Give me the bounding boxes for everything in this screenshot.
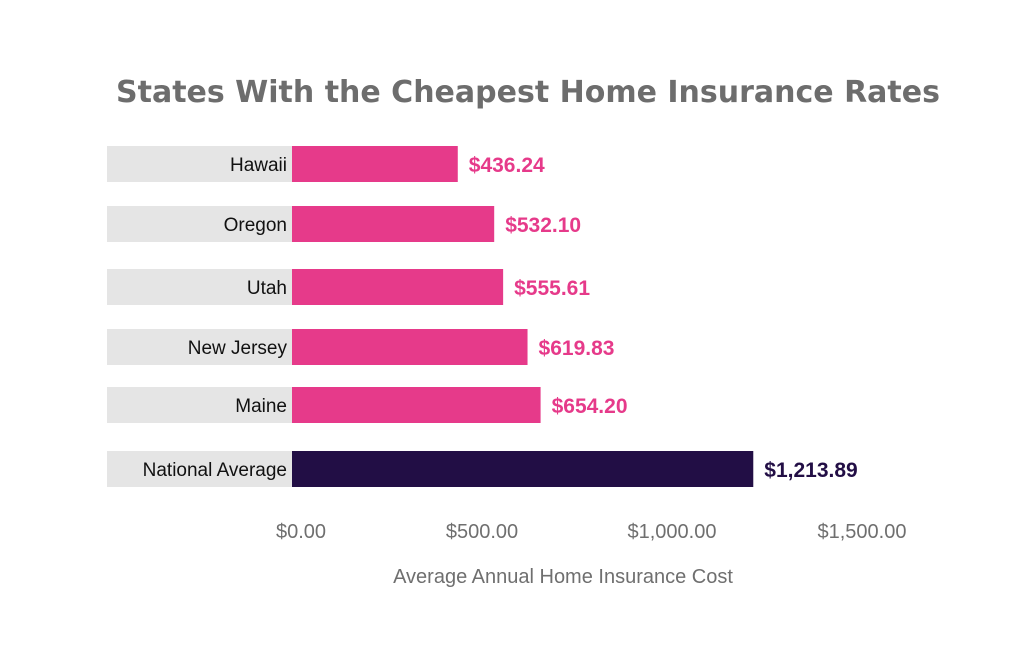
value-label-new-jersey: $619.83 <box>539 337 615 360</box>
x-axis-title: Average Annual Home Insurance Cost <box>393 566 733 588</box>
bar-new-jersey <box>292 329 528 365</box>
category-label-background-hawaii <box>107 146 292 182</box>
category-label-background-maine <box>107 387 292 423</box>
bar-national-average <box>292 451 754 487</box>
category-label-background-national-average <box>107 451 292 487</box>
chart-title: States With the Cheapest Home Insurance … <box>116 75 940 110</box>
category-label-oregon: Oregon <box>224 215 287 236</box>
x-axis-ticks: $0.00 $500.00 $1,000.00 $1,500.00 <box>276 521 907 543</box>
category-label-maine: Maine <box>235 396 287 417</box>
x-tick-label-500: $500.00 <box>446 521 518 543</box>
bar-oregon <box>292 206 495 242</box>
category-label-background-new-jersey <box>107 329 292 365</box>
bar-maine <box>292 387 541 423</box>
category-label-background-utah <box>107 269 292 305</box>
category-label-new-jersey: New Jersey <box>188 338 288 359</box>
x-tick-label-0: $0.00 <box>276 521 326 543</box>
bars-group: Hawaii $436.24 Oregon $532.10 Utah $555.61 New… <box>107 146 858 487</box>
category-label-background-oregon <box>107 206 292 242</box>
value-label-national-average: $1,213.89 <box>764 459 857 482</box>
category-label-national-average: National Average <box>143 460 287 481</box>
bar-hawaii <box>292 146 458 182</box>
value-label-oregon: $532.10 <box>505 214 581 237</box>
x-tick-label-1000: $1,000.00 <box>628 521 717 543</box>
value-label-utah: $555.61 <box>514 277 590 300</box>
x-tick-label-1500: $1,500.00 <box>818 521 907 543</box>
category-label-hawaii: Hawaii <box>230 155 287 176</box>
value-label-hawaii: $436.24 <box>469 154 545 177</box>
value-label-maine: $654.20 <box>552 395 628 418</box>
bar-utah <box>292 269 504 305</box>
category-label-utah: Utah <box>247 278 287 299</box>
